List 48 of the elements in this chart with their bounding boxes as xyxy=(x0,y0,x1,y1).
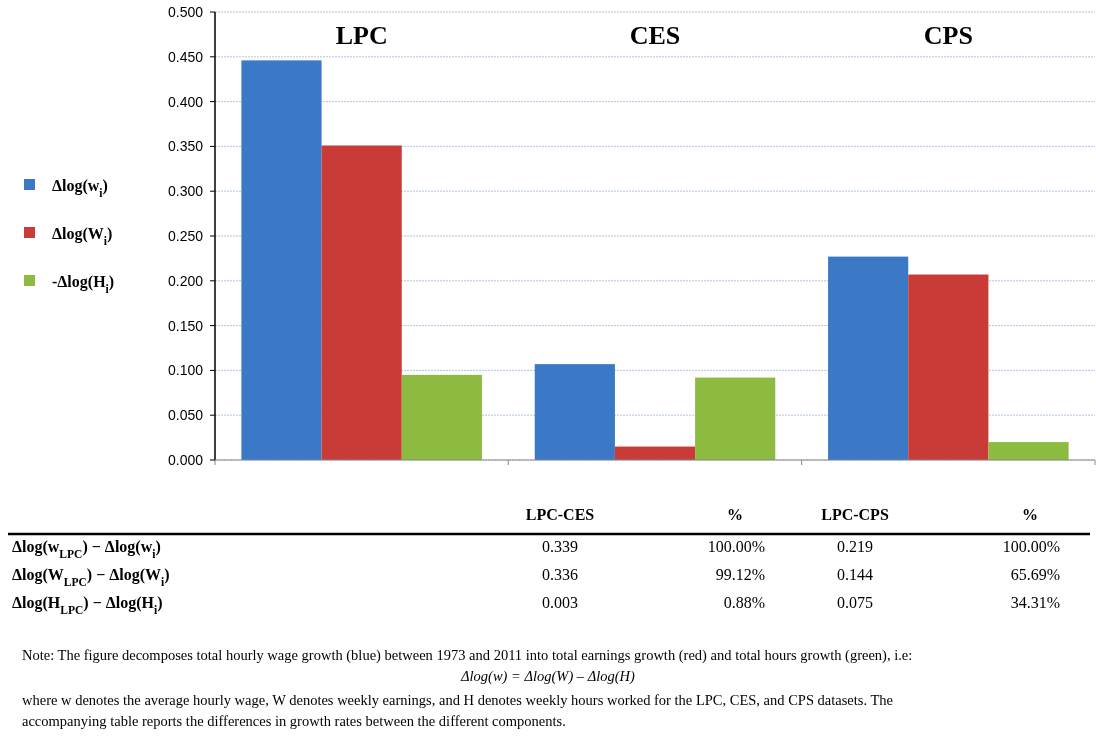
text: 0.219 xyxy=(837,538,873,555)
bar xyxy=(695,377,776,460)
y-tick-label: 0.300 xyxy=(167,183,204,200)
y-tick-label: 0.100 xyxy=(167,362,204,379)
text: 0.075 xyxy=(837,594,873,611)
text: 34.31% xyxy=(1010,594,1060,611)
text: 100.00% xyxy=(707,538,765,555)
legend-label: -Δlog(H$_{i}$) xyxy=(52,272,115,295)
bar xyxy=(988,442,1069,460)
y-tick-label: 0.400 xyxy=(167,93,204,110)
bar xyxy=(534,364,615,460)
bar xyxy=(828,256,909,460)
text: 99.12% xyxy=(715,566,765,583)
y-tick-label: 0.050 xyxy=(167,407,204,424)
text: LPC-CPS xyxy=(821,506,889,523)
y-tick-label: 0.450 xyxy=(167,48,204,65)
text: Δlog(H$_{LPC}$) − Δlog(H$_{i}$) xyxy=(12,594,163,616)
y-tick-label: 0.250 xyxy=(167,227,204,244)
y-tick-label: 0.000 xyxy=(167,451,204,468)
text: where w denotes the average hourly wage, W denotes weekly earnings, and H denotes weekly hours worked for the LPC, CES, and CPS datasets. The xyxy=(22,692,893,708)
text: 0.003 xyxy=(542,594,578,611)
bar xyxy=(401,374,482,460)
text: Δlog(w$_{LPC}$) − Δlog(w$_{i}$) xyxy=(12,538,161,560)
bar xyxy=(908,274,989,460)
y-tick-label: 0.500 xyxy=(167,3,204,20)
text: Δlog(w) = Δlog(W) – Δlog(H) xyxy=(460,668,636,685)
text: 65.69% xyxy=(1010,566,1060,583)
y-tick-label: 0.200 xyxy=(167,272,204,289)
x-tick-label: LPC xyxy=(335,21,388,50)
x-tick-label: CPS xyxy=(923,21,973,50)
text: 0.144 xyxy=(837,566,873,583)
legend-label: Δlog(w$_{i}$) xyxy=(52,176,108,199)
text: Δlog(W$_{LPC}$) − Δlog(W$_{i}$) xyxy=(12,566,170,588)
y-tick-label: 0.150 xyxy=(167,317,204,334)
legend-label: Δlog(W$_{i}$) xyxy=(52,224,113,247)
x-tick-label: CES xyxy=(629,21,681,50)
text: LPC-CES xyxy=(525,506,595,523)
text: % xyxy=(1022,506,1038,523)
text: 0.88% xyxy=(723,594,765,611)
bar xyxy=(321,145,402,460)
text: Note: The figure decomposes total hourly wage growth (blue) between 1973 and 2011 into total earnings growth (red) and total hours growth (green), i.e: xyxy=(22,647,913,664)
bar xyxy=(241,60,322,460)
text: % xyxy=(727,506,743,523)
y-tick-label: 0.350 xyxy=(167,138,204,155)
text: 0.339 xyxy=(542,538,578,555)
text: 100.00% xyxy=(1002,538,1060,555)
text: accompanying table reports the differences in growth rates between the different components. xyxy=(22,713,566,729)
text: 0.336 xyxy=(542,566,578,583)
